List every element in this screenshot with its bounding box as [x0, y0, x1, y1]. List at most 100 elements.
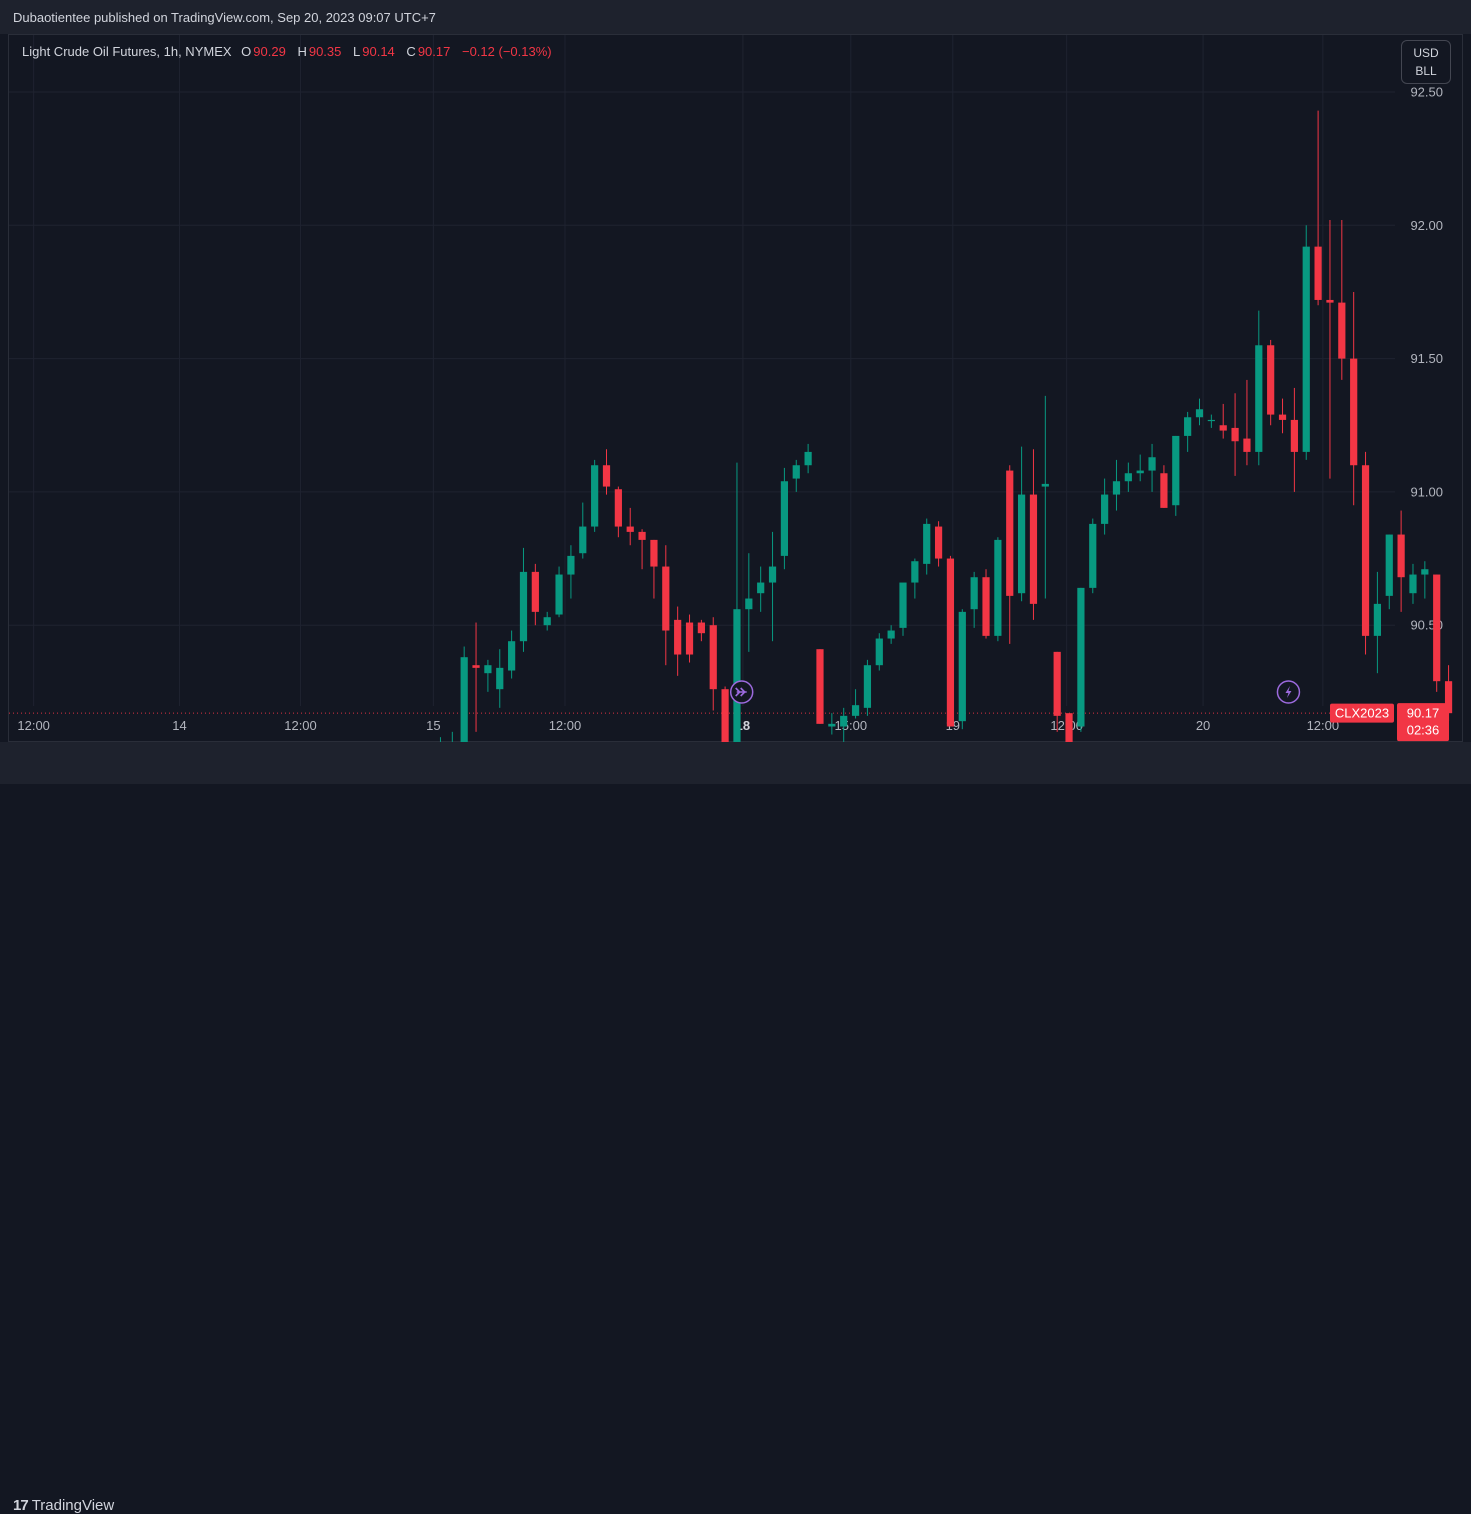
high-value: 90.35	[308, 44, 342, 59]
candle	[567, 545, 575, 599]
ohlc-close: C 90.17	[406, 44, 452, 59]
candle	[1231, 393, 1239, 476]
candle	[1373, 571, 1381, 674]
candle	[816, 649, 824, 724]
candle-body	[887, 630, 895, 639]
last-price-tag	[1397, 703, 1449, 742]
candle	[994, 537, 1002, 642]
candle	[946, 555, 955, 727]
candle	[899, 582, 907, 636]
candle	[1195, 398, 1204, 426]
candle-body	[508, 641, 516, 671]
candle	[451, 731, 453, 742]
open-value: 90.29	[253, 44, 286, 59]
candle-body	[543, 617, 551, 626]
candle-body	[816, 649, 824, 724]
low-value: 90.14	[362, 44, 395, 59]
candle	[792, 459, 800, 492]
candle	[1053, 651, 1061, 732]
candle-body	[1195, 409, 1204, 418]
footer-bar: 17 TradingView	[0, 742, 1471, 1514]
candle-body	[567, 555, 575, 575]
candle-body	[923, 523, 931, 564]
candle	[1184, 411, 1192, 452]
candle	[1397, 510, 1405, 612]
candle	[1255, 310, 1263, 466]
candle-body	[1006, 470, 1014, 596]
brand-name: TradingView	[31, 1497, 115, 1514]
candle-body	[1302, 246, 1310, 452]
candle-body	[1314, 246, 1322, 300]
candle	[1148, 443, 1156, 492]
candle	[1338, 219, 1346, 380]
candle	[1136, 454, 1144, 482]
currency-unit-button[interactable]: USD BLL	[1401, 40, 1451, 84]
candle	[768, 531, 777, 642]
candle-body	[591, 465, 599, 527]
tradingview-brand[interactable]: 17 TradingView	[13, 1497, 114, 1514]
y-tick-label: 92.50	[1410, 85, 1443, 100]
candle-body	[1136, 470, 1144, 474]
candle	[1267, 339, 1275, 426]
candle	[1243, 379, 1251, 466]
y-tick-label: 91.00	[1410, 484, 1443, 499]
high-label: H	[297, 44, 307, 59]
candle-body	[650, 539, 658, 567]
candle-body	[982, 577, 990, 636]
candle	[958, 609, 966, 730]
candle-body	[1207, 419, 1215, 422]
candle	[828, 713, 836, 735]
candle	[923, 518, 931, 575]
candle	[1207, 414, 1215, 428]
candle-body	[1326, 299, 1334, 303]
candle-body	[602, 465, 611, 487]
candle	[1433, 574, 1441, 692]
change-value: −0.12 (−0.13%)	[461, 44, 552, 59]
symbol-tag-label: CLX2023	[1335, 706, 1389, 721]
bar-countdown-label: 02:36	[1407, 723, 1440, 738]
candle-body	[911, 561, 919, 583]
candle-body	[792, 465, 800, 479]
candle	[1326, 219, 1334, 479]
candle-body	[1255, 345, 1263, 452]
candle	[626, 507, 634, 546]
candle	[1219, 403, 1227, 439]
candle-body	[1101, 494, 1109, 524]
candle-body	[1124, 473, 1132, 482]
candle-body	[674, 619, 682, 655]
candle	[531, 563, 539, 626]
candle-body	[1219, 425, 1227, 431]
x-tick-label: 15:00	[835, 718, 868, 733]
candle-body	[496, 667, 504, 690]
candle-body	[519, 571, 528, 642]
ohlc-low: L 90.14	[353, 44, 397, 59]
x-tick-label: 15	[426, 718, 440, 733]
candle-body	[1089, 523, 1097, 588]
candle	[1124, 462, 1132, 492]
last-price-label: 90.17	[1407, 706, 1440, 721]
x-tick-label: 20	[1196, 718, 1210, 733]
x-tick-label: 12:00	[549, 718, 582, 733]
candle-body	[1409, 574, 1417, 594]
symbol-price-tag	[1330, 703, 1394, 723]
close-label: C	[406, 44, 416, 59]
candle	[911, 558, 919, 599]
candle	[804, 443, 812, 474]
candle	[1160, 465, 1168, 508]
symbol-title[interactable]: Light Crude Oil Futures, 1h, NYMEX	[22, 44, 232, 59]
candle	[638, 529, 646, 570]
candle	[780, 467, 788, 570]
candle	[496, 649, 504, 708]
candle	[1361, 451, 1370, 655]
candle-body	[1041, 483, 1049, 487]
candle	[543, 611, 551, 631]
candle-body	[531, 571, 539, 612]
candle-body	[1184, 417, 1192, 436]
candle-body	[721, 689, 729, 742]
candle	[1018, 446, 1026, 602]
x-tick-label: 14	[172, 718, 186, 733]
candlestick-chart[interactable]: 88.0088.5089.0089.5090.0090.5091.0091.50…	[0, 0, 1471, 742]
candle-body	[970, 577, 978, 610]
candle	[674, 606, 682, 676]
candle-body	[1444, 681, 1453, 714]
